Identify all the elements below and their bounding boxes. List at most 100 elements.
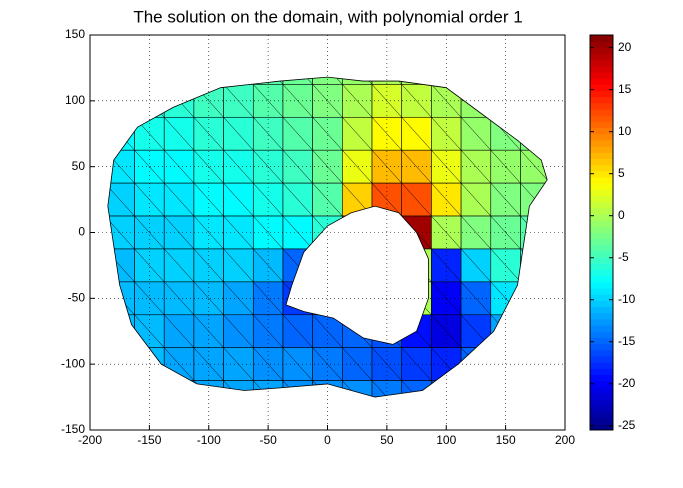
x-tick-label: 100: [436, 433, 456, 447]
colorbar-step: [590, 170, 613, 178]
mesh-edge: [253, 117, 284, 151]
x-tick-label: -100: [197, 433, 221, 447]
mesh-edge: [223, 182, 254, 217]
mesh-edge: [490, 215, 521, 250]
colorbar-step: [590, 152, 613, 159]
mesh-edge: [282, 182, 313, 217]
mesh-edge: [312, 117, 343, 151]
mesh-edge: [134, 215, 165, 250]
mesh-edge: [164, 117, 195, 151]
colorbar-step: [590, 102, 613, 110]
colorbar-step: [590, 226, 613, 233]
mesh-edge: [282, 215, 313, 250]
colorbar-tick-label: 15: [618, 82, 632, 96]
colorbar-step: [590, 349, 613, 357]
mesh-edge: [164, 281, 195, 315]
mesh-edge: [282, 347, 313, 381]
colorbar-step: [590, 90, 613, 98]
mesh-edge: [401, 150, 432, 184]
colorbar-step: [590, 380, 613, 388]
colorbar-tick-label: 5: [618, 166, 625, 180]
mesh-edge: [253, 215, 284, 250]
mesh-edge: [312, 347, 343, 381]
colorbar-step: [590, 343, 613, 351]
x-tick-label: -150: [137, 433, 161, 447]
colorbar-step: [590, 374, 613, 382]
colorbar-step: [590, 41, 613, 48]
colorbar-step: [590, 294, 613, 301]
colorbar-step: [590, 59, 613, 67]
colorbar-step: [590, 411, 613, 419]
mesh-edge: [401, 117, 432, 151]
mesh-edge: [193, 117, 224, 151]
colorbar-step: [590, 244, 613, 252]
y-tick-label: -100: [61, 356, 85, 370]
mesh-edge: [282, 117, 313, 151]
colorbar-step: [590, 96, 613, 104]
mesh-edge: [490, 248, 521, 283]
colorbar-step: [590, 300, 613, 308]
colorbar-step: [590, 146, 613, 153]
colorbar-step: [590, 121, 613, 129]
mesh-edge: [431, 117, 462, 151]
colorbar-step: [590, 368, 613, 375]
mesh-edge: [134, 248, 165, 283]
mesh-edge: [253, 150, 284, 184]
hole-boundary: [285, 205, 429, 345]
mesh-edge: [342, 84, 373, 118]
colorbar-step: [590, 288, 613, 295]
colorbar-step: [590, 158, 613, 166]
colorbar-step: [590, 331, 613, 338]
mesh-edge: [342, 347, 373, 381]
mesh-edge: [460, 150, 491, 184]
mesh-edge: [282, 150, 313, 184]
mesh-edge: [342, 150, 373, 184]
colorbar-step: [590, 220, 613, 227]
mesh-edge: [253, 281, 284, 315]
x-tick-label: -50: [259, 433, 277, 447]
colorbar-step: [590, 423, 613, 431]
x-tick-label: 50: [380, 433, 394, 447]
colorbar-step: [590, 263, 613, 271]
colorbar-step: [590, 183, 613, 190]
colorbar-step: [590, 337, 613, 345]
mesh-edge: [342, 117, 373, 151]
mesh-edge: [520, 150, 548, 184]
colorbar-step: [590, 189, 613, 196]
mesh-edge: [223, 314, 254, 348]
mesh-edge: [193, 150, 224, 184]
colorbar-tick-label: -25: [618, 418, 636, 432]
mesh-edge: [490, 150, 521, 184]
mesh-edge: [134, 281, 165, 315]
colorbar-tick-label: 10: [618, 124, 632, 138]
mesh-edge: [401, 182, 432, 217]
mesh-edge: [460, 248, 491, 283]
colorbar-tick-label: -20: [618, 376, 636, 390]
colorbar-step: [590, 164, 613, 172]
mesh-edge: [193, 347, 224, 381]
mesh-edge: [460, 182, 491, 217]
colorbar-step: [590, 133, 613, 141]
mesh-edge: [312, 150, 343, 184]
x-tick-label: 150: [496, 433, 516, 447]
mesh-edge: [223, 248, 254, 283]
colorbar-step: [590, 47, 613, 55]
colorbar-step: [590, 213, 613, 221]
colorbar-step: [590, 78, 613, 85]
mesh-edge: [401, 84, 432, 118]
mesh-edge: [312, 77, 343, 85]
mesh-edge: [282, 84, 313, 118]
x-tick-label: -200: [78, 433, 102, 447]
colorbar-step: [590, 207, 613, 215]
mesh-edge: [282, 314, 313, 348]
mesh-edge: [223, 117, 254, 151]
colorbar-step: [590, 306, 613, 314]
colorbar-step: [590, 232, 613, 240]
colorbar-step: [590, 53, 613, 61]
colorbar-tick-label: 20: [618, 40, 632, 54]
mesh-edge: [193, 215, 224, 250]
colorbar-step: [590, 195, 613, 203]
mesh-edge: [312, 84, 343, 118]
chart-title: The solution on the domain, with polynom…: [133, 7, 522, 26]
